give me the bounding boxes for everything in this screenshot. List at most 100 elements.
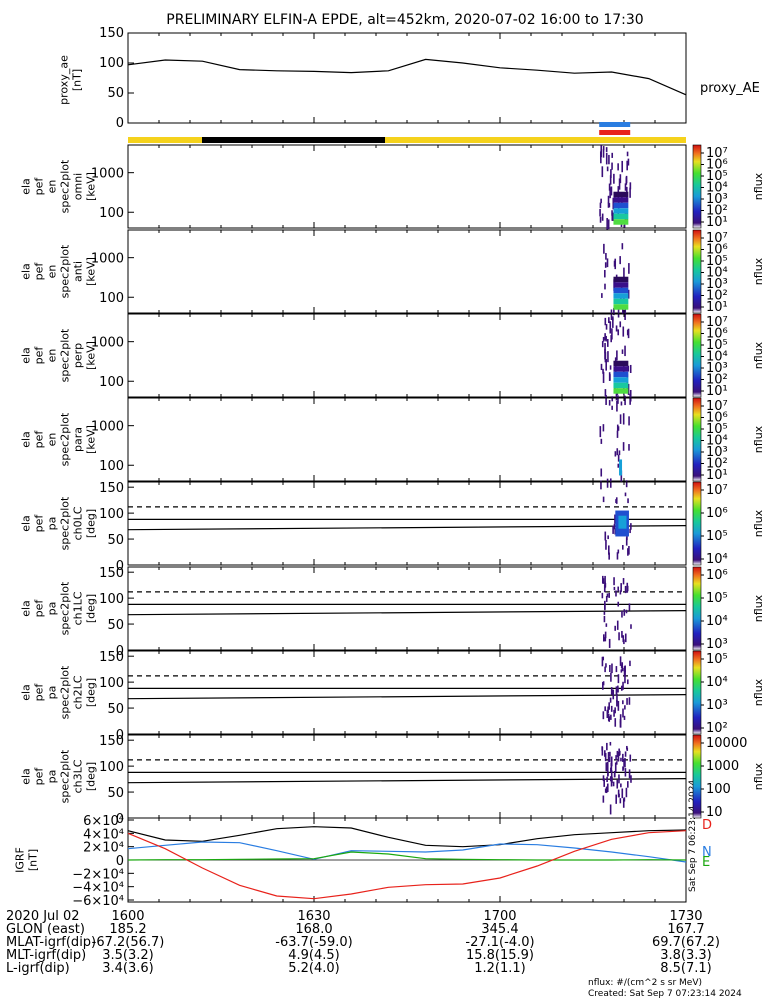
spectrogram-cell	[623, 267, 625, 279]
pitch-cell	[624, 757, 626, 768]
spectrogram-cell	[619, 321, 622, 328]
energy-2-frame	[127, 313, 687, 398]
colorbar-strip	[692, 144, 702, 229]
igrf-ytick-label: 0	[116, 854, 124, 869]
pitch-cell	[605, 786, 608, 794]
orbit-value: 4.9(4.5)	[288, 948, 340, 963]
spectrogram-cell	[599, 216, 602, 223]
colorbar-tick-label: 1000	[706, 759, 739, 774]
pitch-cell	[602, 775, 605, 782]
pitch-3-ylabel: ela	[20, 768, 33, 785]
spectrogram-cell	[600, 159, 602, 164]
pitch-cell	[604, 752, 607, 762]
colorbars: 10⁷10⁶10⁵10⁴10³10²10¹nflux10⁷10⁶10⁵10⁴10…	[692, 144, 765, 820]
igrf-ytick-label: 6×10⁴	[83, 814, 124, 829]
spectrogram-cell	[607, 351, 609, 363]
colorbar-tick-label: 10⁷	[706, 483, 728, 498]
colorbar-tick-label: 10⁵	[706, 254, 728, 269]
pitch-ytick-label: 0	[116, 644, 124, 659]
energy-1-ylabel: pef	[33, 262, 46, 281]
pitch-cell	[604, 600, 606, 610]
pitch-cell	[613, 709, 615, 717]
pitch-cell	[627, 548, 629, 556]
energy-1-frame	[127, 229, 687, 314]
colorbar-tick-label: 10¹	[706, 384, 728, 399]
spectrogram-cell	[611, 162, 613, 170]
pitch-cell	[624, 705, 626, 710]
igrf-stamp: Sat Sep 7 06:23:14 2024	[688, 780, 698, 892]
pitch-cell	[613, 586, 616, 591]
pitch-ytick-label: 150	[99, 734, 124, 749]
pitch-cell	[610, 770, 613, 778]
pitch-0-ylabel: ela	[20, 515, 33, 532]
spectrogram-cell	[617, 463, 620, 468]
pitch-cell	[615, 686, 618, 696]
sunlit-bar	[128, 137, 686, 143]
colorbar-tick-label: 10²	[706, 457, 728, 472]
pitch-1-ylabel: spec2plot	[59, 581, 72, 635]
ae-ytick-label: 50	[107, 86, 124, 101]
orbit-value: 3.5(3.2)	[102, 948, 154, 963]
orbit-value: 69.7(67.2)	[652, 935, 720, 950]
pitch-cell	[624, 670, 626, 677]
colorbar-tick-label: 10⁷	[706, 231, 728, 246]
spectrogram-cell	[606, 478, 609, 488]
colorbar-tick-label: 10⁶	[706, 158, 728, 173]
spectrogram-cell	[606, 218, 608, 230]
panel-energy-2: 1000 100 ela pef en spec2plot perp [keV]	[20, 313, 687, 406]
spectrogram-cell	[617, 309, 620, 318]
pitch-cell	[603, 778, 605, 787]
colorbar-tick-label: 10²	[706, 721, 728, 736]
spectrogram-core	[613, 287, 629, 294]
spectrogram-cell	[601, 166, 604, 178]
pitch-1-ylabel: pa	[46, 602, 59, 616]
orbit-value: -27.1(-4.0)	[465, 935, 534, 950]
spectrogram-cell	[612, 212, 614, 221]
energy-3-ylabel: en	[46, 433, 59, 447]
colorbar-tick-label: 10⁷	[706, 399, 728, 414]
orbit-value: -67.2(56.7)	[92, 935, 165, 950]
pitch-cell	[611, 663, 613, 674]
spectrogram-core	[613, 366, 629, 372]
pitch-cell	[628, 769, 631, 779]
pitch-cell	[608, 702, 610, 710]
pitch-cell	[621, 788, 624, 799]
igrf-ylabel: IGRF	[14, 847, 27, 873]
colorbar-tick-label: 10⁴	[706, 266, 728, 281]
pitch-cell	[614, 514, 616, 524]
orbit-value: 3.8(3.3)	[660, 948, 712, 963]
orbit-value: -63.7(-59.0)	[275, 935, 352, 950]
spectrogram-cell	[602, 424, 605, 432]
pitch-cell	[620, 583, 622, 592]
pitch-1-ylabel: ch1LC	[72, 591, 85, 625]
orbit-value: 3.4(3.6)	[102, 961, 154, 976]
spectrogram-core	[613, 298, 629, 305]
pitch-cell	[616, 779, 619, 789]
pitch-cell	[630, 523, 632, 530]
pitch-0-ylabel: [deg]	[85, 509, 98, 538]
colorbar-label: nflux	[752, 172, 765, 200]
ae-ylabel: [nT]	[71, 69, 84, 91]
spectrogram-cell	[605, 324, 608, 330]
spectrogram-cell	[599, 426, 602, 438]
energy-3-ylabel: pef	[33, 430, 46, 449]
pitch-cell	[602, 496, 605, 503]
pitch-cell	[614, 707, 616, 714]
spectrogram-cell	[604, 317, 607, 326]
colorbar-tick-label: 10¹	[706, 215, 728, 230]
spectrogram-cell	[628, 444, 630, 451]
pitch-cell	[609, 697, 612, 703]
energy-1-ylabel: [keV]	[85, 257, 98, 286]
energy-3-ylabel: ela	[20, 431, 33, 448]
ae-ytick-label: 100	[99, 56, 124, 71]
pitch-ytick-label: 100	[99, 592, 124, 607]
spectrogram-cell	[621, 243, 624, 250]
ae-ytick-label: 0	[116, 116, 124, 131]
spectrogram-cell	[599, 202, 602, 209]
pitch-cell	[614, 528, 616, 535]
pitch-cell	[622, 681, 624, 690]
spectrogram-cell	[608, 203, 611, 208]
energy-0-ylabel: spec2plot	[59, 159, 72, 213]
colorbar-tick-label: 100	[706, 782, 731, 797]
